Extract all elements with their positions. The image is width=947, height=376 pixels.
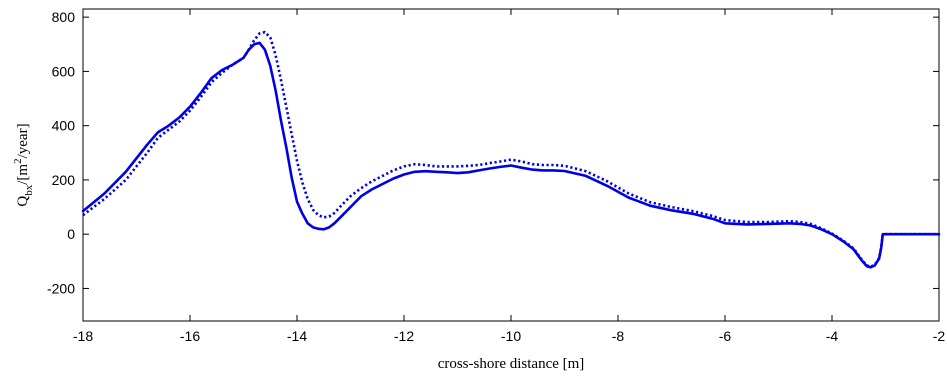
x-tick-label: -12 — [394, 328, 414, 344]
series-layer — [81, 30, 941, 269]
solid-series-line — [81, 41, 941, 269]
tick-labels: -18 -16 -14 -12 -10 -8 -6 -4 -2 -200 0 200 400 600 800 — [47, 9, 945, 344]
x-tick-label: -18 — [73, 328, 93, 344]
y-axis-title-superscript: 2 — [12, 158, 24, 164]
axis-ticks — [82, 9, 940, 321]
x-tick-label: -14 — [287, 328, 307, 344]
y-axis-title: Qbx/[m2/year] — [12, 123, 35, 206]
x-tick-label: -8 — [612, 328, 625, 344]
y-tick-label: 200 — [52, 172, 76, 188]
y-tick-label: 400 — [52, 118, 76, 134]
x-tick-label: -16 — [180, 328, 200, 344]
y-tick-label: -200 — [47, 280, 75, 296]
x-tick-label: -2 — [933, 328, 946, 344]
y-tick-label: 600 — [52, 63, 76, 79]
y-axis-title-unit: /[m — [15, 164, 31, 185]
y-axis-title-tail: /year] — [15, 123, 31, 158]
y-tick-label: 800 — [52, 9, 76, 25]
y-tick-label: 0 — [67, 226, 75, 242]
x-tick-label: -6 — [719, 328, 732, 344]
y-axis-title-main: Q — [15, 196, 31, 207]
x-axis-title: cross-shore distance [m] — [438, 356, 585, 372]
x-tick-label: -10 — [501, 328, 521, 344]
y-axis-title-subscript: bx — [23, 184, 35, 196]
x-tick-label: -4 — [826, 328, 839, 344]
